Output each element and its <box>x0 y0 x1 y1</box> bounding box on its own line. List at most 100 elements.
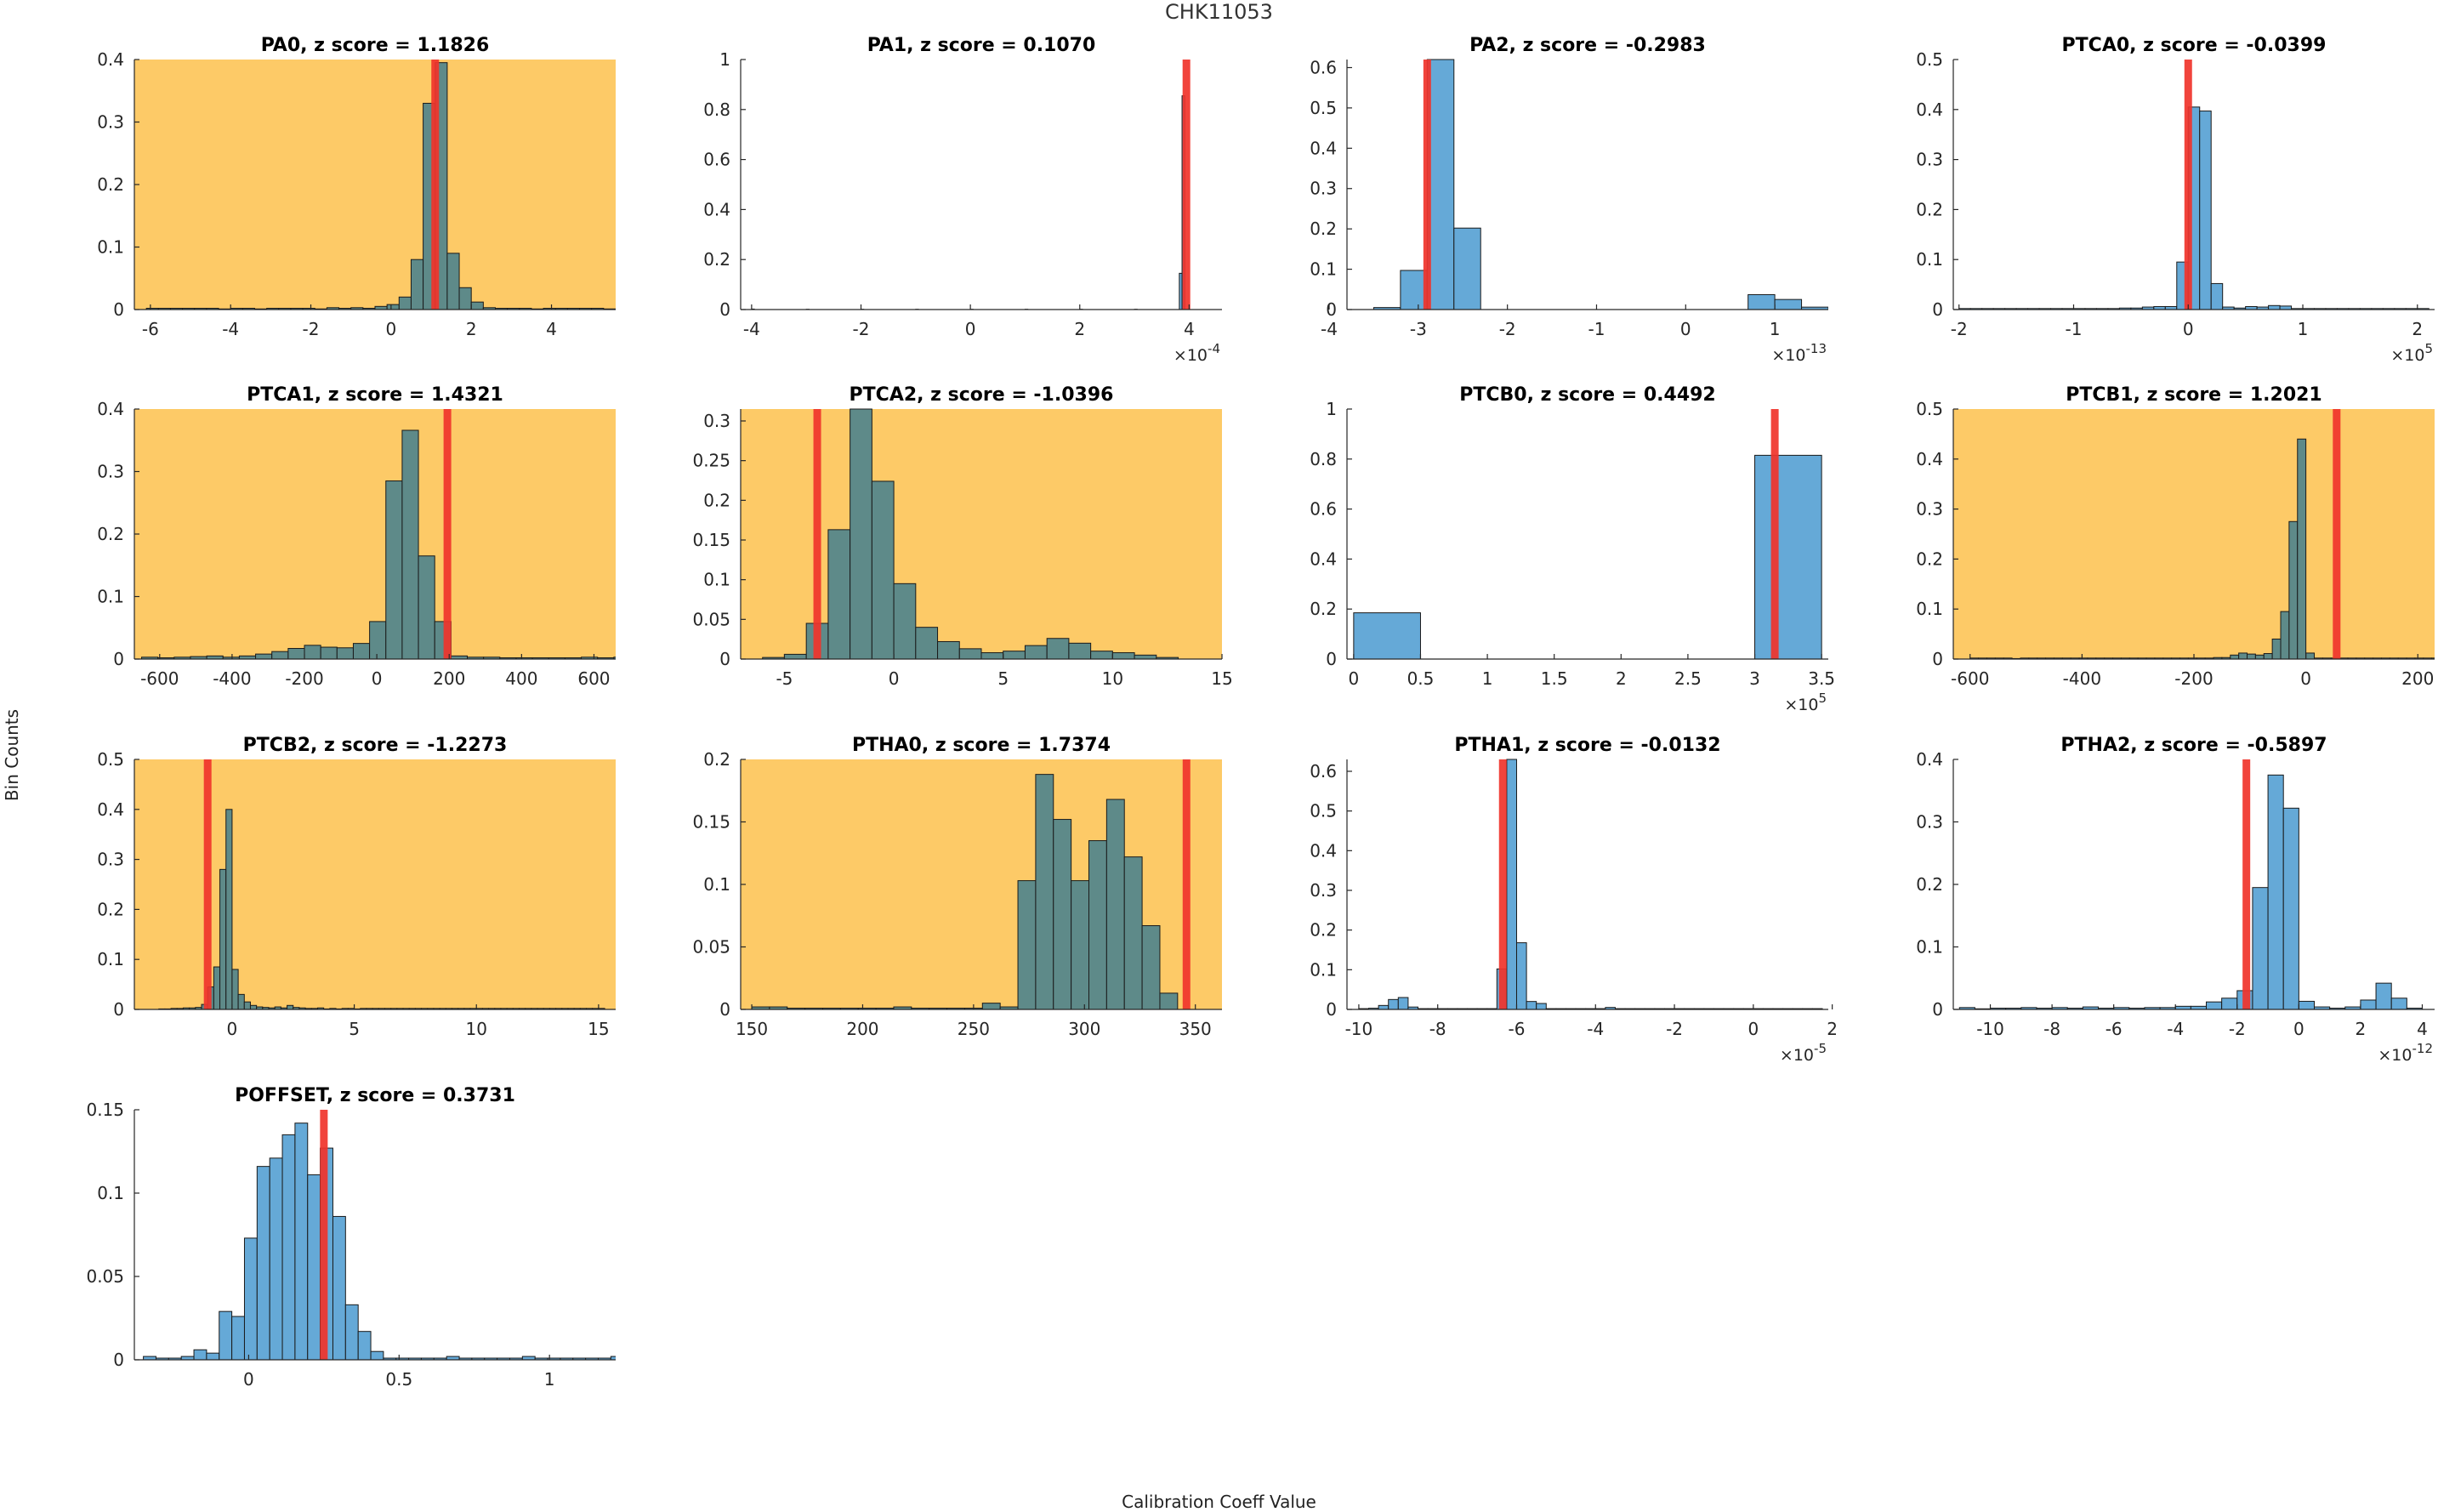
y-tick-label: 0.1 <box>1310 959 1337 980</box>
x-tick-label: -400 <box>213 668 251 689</box>
x-tick-label: 0 <box>1680 319 1691 339</box>
histogram-bar <box>1003 651 1026 659</box>
histogram-bar <box>1106 799 1124 1009</box>
histogram-bar <box>2264 654 2272 659</box>
y-tick-label: 0.3 <box>1916 150 1943 170</box>
histogram-bar <box>1775 299 1801 310</box>
y-tick-label: 0 <box>113 999 124 1020</box>
histogram-bar <box>358 1332 371 1360</box>
y-tick-label: 0 <box>1932 649 1943 669</box>
y-tick-label: 0.5 <box>1310 98 1337 118</box>
y-tick-label: 0.15 <box>692 530 730 550</box>
subplot-title: PTCB0, z score = 0.4492 <box>1459 384 1716 406</box>
y-tick-label: 0 <box>719 649 730 669</box>
y-tick-label: 0.05 <box>692 609 730 629</box>
y-tick-label: 0.3 <box>97 850 124 870</box>
histogram-bar <box>1142 926 1160 1009</box>
y-tick-label: 0.6 <box>1310 499 1337 520</box>
x-tick-label: 200 <box>2401 668 2434 689</box>
histogram-bar <box>2391 998 2407 1009</box>
axis-exponent: ×10-5 <box>1780 1041 1827 1065</box>
x-tick-label: 0.5 <box>385 1369 412 1390</box>
y-tick-label: 0.1 <box>703 570 730 590</box>
histogram-bar <box>1124 857 1142 1009</box>
x-tick-label: 5 <box>997 668 1009 689</box>
histogram-bar <box>1401 270 1427 310</box>
histogram-bar <box>1748 294 1775 310</box>
histogram-bar <box>213 967 219 1009</box>
x-tick-label: 4 <box>1184 319 1195 339</box>
x-tick-label: -4 <box>743 319 760 339</box>
axis-exponent: ×10-12 <box>2378 1041 2433 1065</box>
histogram-bar <box>256 654 272 659</box>
histogram-bar <box>2200 111 2211 310</box>
x-tick-label: 0 <box>1748 1019 1759 1039</box>
x-tick-label: 0 <box>1348 668 1359 689</box>
histogram-bar <box>2298 439 2306 659</box>
y-tick-label: 0 <box>113 1350 124 1370</box>
histogram-bar <box>370 622 386 659</box>
x-tick-label: 1 <box>1770 319 1781 339</box>
histogram-bar <box>272 651 288 659</box>
marker-line <box>1771 409 1779 659</box>
marker-line <box>204 759 212 1009</box>
y-tick-label: 0.2 <box>703 490 730 510</box>
subplot-title: PTCA1, z score = 1.4321 <box>247 384 503 406</box>
histogram-bar <box>2207 1002 2222 1009</box>
bars <box>1359 759 1822 1009</box>
histogram-bar <box>614 657 630 659</box>
y-tick-label: 0.4 <box>1916 749 1943 770</box>
histogram-bar <box>1454 228 1480 310</box>
plot-background <box>134 60 616 310</box>
x-tick-label: 5 <box>349 1019 360 1039</box>
histogram-bar <box>2268 775 2283 1009</box>
y-tick-label: 1 <box>1326 399 1337 419</box>
x-tick-label: 15 <box>1211 668 1232 689</box>
y-tick-label: 0 <box>1326 299 1337 320</box>
x-tick-label: 2 <box>466 319 477 339</box>
x-tick-label: -600 <box>140 668 179 689</box>
x-tick-label: -4 <box>1587 1019 1604 1039</box>
subplot-title: PTCB2, z score = -1.2273 <box>243 735 508 756</box>
histogram-bar <box>1069 643 1091 659</box>
y-tick-label: 0.15 <box>86 1100 124 1120</box>
x-tick-label: 15 <box>588 1019 609 1039</box>
y-tick-label: 0.2 <box>97 174 124 195</box>
y-tick-label: 0.25 <box>692 451 730 471</box>
histogram-bar <box>321 647 337 659</box>
x-tick-label: 0 <box>385 319 396 339</box>
y-tick-label: 0.5 <box>1310 801 1337 821</box>
y-tick-label: 0.3 <box>703 411 730 431</box>
histogram-bar <box>1160 993 1178 1009</box>
y-tick-label: 0.6 <box>1310 761 1337 782</box>
histogram-bar <box>981 653 1003 659</box>
histogram-bar <box>2253 888 2268 1009</box>
histogram-bar <box>2283 808 2299 1009</box>
histogram-bar <box>916 628 938 659</box>
x-tick-label: -1 <box>1588 319 1605 339</box>
y-tick-label: 0.2 <box>1916 874 1943 895</box>
y-tick-label: 0 <box>719 299 730 320</box>
x-tick-label: -4 <box>1321 319 1338 339</box>
bars <box>1959 775 2422 1009</box>
y-tick-label: 0.5 <box>1916 49 1943 70</box>
bars <box>1959 107 2429 310</box>
histogram-bar <box>337 648 353 659</box>
y-tick-label: 0.6 <box>1310 57 1337 77</box>
histogram-bar <box>194 1350 207 1360</box>
histogram-bar <box>1378 1005 1389 1009</box>
y-tick-label: 0 <box>1326 999 1337 1020</box>
histogram-bar <box>2376 983 2391 1009</box>
histogram-bar <box>220 869 226 1009</box>
y-tick-label: 0.3 <box>1310 179 1337 199</box>
x-tick-label: 300 <box>1068 1019 1100 1039</box>
y-tick-label: 0 <box>1932 299 1943 320</box>
histogram-bar <box>2306 653 2315 659</box>
x-tick-label: -2 <box>303 319 320 339</box>
subplot-title: POFFSET, z score = 0.3731 <box>235 1085 515 1106</box>
